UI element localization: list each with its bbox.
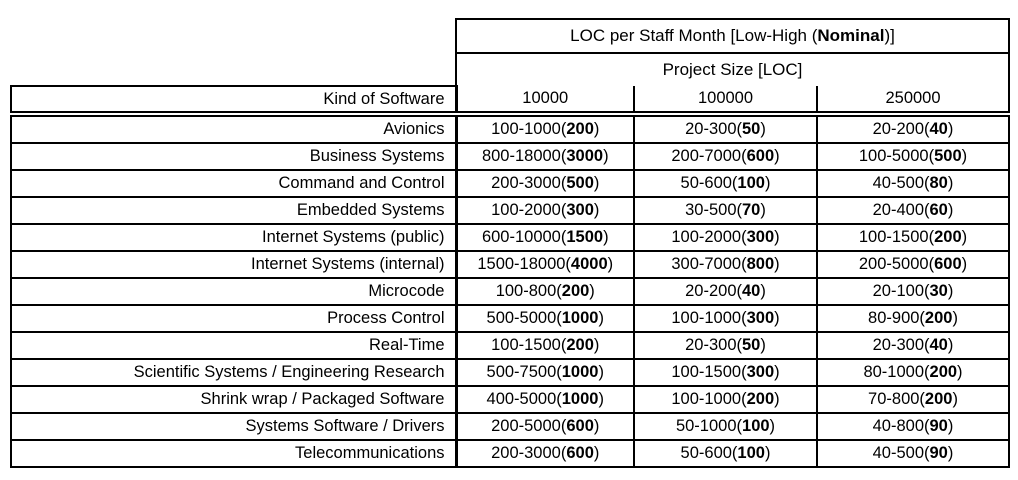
loc-cell: 40-500(90) [816,439,1010,468]
loc-cell: 100-1500(300) [633,358,818,387]
row-label: Internet Systems (public) [10,223,458,252]
loc-cell: 100-1000(300) [633,304,818,333]
row-label: Microcode [10,277,458,306]
column-header-100000: 100000 [633,86,818,117]
row-label: Internet Systems (internal) [10,250,458,279]
table-head-section: LOC per Staff Month [Low-High (Nominal)]… [10,18,1010,117]
loc-cell: 200-7000(600) [633,142,818,171]
loc-cell: 50-600(100) [633,439,818,468]
loc-cell: 100-1500(200) [816,223,1010,252]
table-row: Internet Systems (public) 600-10000(1500)… [10,223,1010,252]
table-row: Real-Time 100-1500(200) 20-300(50) 20-300(4… [10,331,1010,360]
row-label: Command and Control [10,169,458,198]
loc-cell: 100-1000(200) [455,113,635,144]
loc-cell: 70-800(200) [816,385,1010,414]
loc-cell: 40-800(90) [816,412,1010,441]
loc-cell: 40-500(80) [816,169,1010,198]
loc-cell: 800-18000(3000) [455,142,635,171]
row-label: Shrink wrap / Packaged Software [10,385,458,414]
table-row: Systems Software / Drivers 200-5000(600) 5… [10,412,1010,441]
empty-corner [11,19,456,53]
row-label: Systems Software / Drivers [10,412,458,441]
table-row: Microcode 100-800(200) 20-200(40) 20-100(30… [10,277,1010,306]
subtitle-row: Project Size [LOC] [11,52,1010,86]
empty-corner [11,53,456,86]
loc-cell: 200-3000(500) [455,169,635,198]
loc-productivity-table: LOC per Staff Month [Low-High (Nominal)]… [10,18,1010,468]
loc-cell: 300-7000(800) [633,250,818,279]
loc-cell: 20-300(40) [816,331,1010,360]
row-label: Telecommunications [10,439,458,468]
loc-cell: 500-7500(1000) [455,358,635,387]
loc-cell: 200-5000(600) [816,250,1010,279]
row-label: Scientific Systems / Engineering Researc… [10,358,458,387]
loc-cell: 100-5000(500) [816,142,1010,171]
loc-cell: 200-3000(600) [455,439,635,468]
title-row: LOC per Staff Month [Low-High (Nominal)] [11,18,1010,54]
loc-cell: 100-1000(200) [633,385,818,414]
table-title: LOC per Staff Month [Low-High (Nominal)] [455,18,1010,54]
loc-cell: 20-400(60) [816,196,1010,225]
loc-cell: 600-10000(1500) [455,223,635,252]
loc-cell: 100-2000(300) [633,223,818,252]
loc-cell: 20-300(50) [633,113,818,144]
table-row: Shrink wrap / Packaged Software 400-5000(… [10,385,1010,414]
loc-cell: 30-500(70) [633,196,818,225]
row-label: Process Control [10,304,458,333]
loc-cell: 400-5000(1000) [455,385,635,414]
kind-of-software-header: Kind of Software [10,85,458,117]
table-row: Embedded Systems 100-2000(300) 30-500(70) 2… [10,196,1010,225]
loc-cell: 100-2000(300) [455,196,635,225]
column-header-250000: 250000 [816,86,1010,117]
row-label: Business Systems [10,142,458,171]
loc-cell: 50-600(100) [633,169,818,198]
table-row: Business Systems 800-18000(3000) 200-7000(… [10,142,1010,171]
column-header-10000: 10000 [455,86,635,117]
row-label: Real-Time [10,331,458,360]
loc-cell: 100-1500(200) [455,331,635,360]
loc-cell: 80-900(200) [816,304,1010,333]
table-row: Internet Systems (internal) 1500-18000(40… [10,250,1010,279]
loc-cell: 200-5000(600) [455,412,635,441]
loc-cell: 500-5000(1000) [455,304,635,333]
row-label: Embedded Systems [10,196,458,225]
table-row: Scientific Systems / Engineering Researc… [10,358,1010,387]
row-label: Avionics [10,113,458,144]
table-body: Avionics 100-1000(200) 20-300(50) 20-200(40… [10,113,1010,468]
loc-cell: 20-200(40) [633,277,818,306]
loc-cell: 20-200(40) [816,113,1010,144]
loc-cell: 80-1000(200) [816,358,1010,387]
loc-cell: 20-100(30) [816,277,1010,306]
table-row: Avionics 100-1000(200) 20-300(50) 20-200(40… [10,113,1010,144]
loc-cell: 20-300(50) [633,331,818,360]
column-header-row: Kind of Software 10000 100000 250000 [10,85,1010,117]
table-row: Process Control 500-5000(1000) 100-1000(30… [10,304,1010,333]
loc-cell: 1500-18000(4000) [455,250,635,279]
table-row: Telecommunications 200-3000(600) 50-600(10… [10,439,1010,468]
table-row: Command and Control 200-3000(500) 50-600(1… [10,169,1010,198]
project-size-header: Project Size [LOC] [455,52,1010,86]
loc-cell: 50-1000(100) [633,412,818,441]
loc-cell: 100-800(200) [455,277,635,306]
